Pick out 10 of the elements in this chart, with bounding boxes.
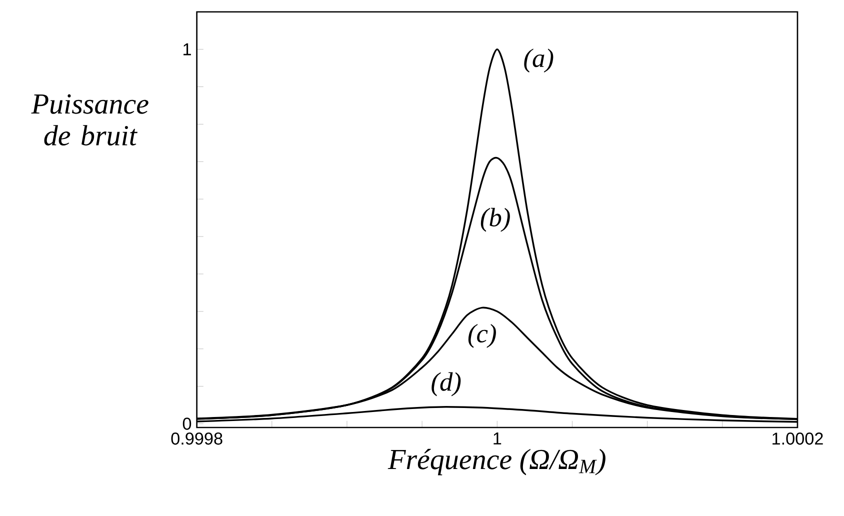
y-axis-title: Puissance de bruit (31, 94, 148, 146)
y-tick-label: 0 (182, 418, 192, 430)
x-axis-title: Fréquence (Ω/Ω$_{M}$) (388, 449, 606, 476)
series-label: (c) (468, 324, 496, 348)
x-tick-label: 1.0002 (772, 432, 823, 445)
series-label: (d) (432, 372, 461, 396)
series-label: (b) (480, 208, 510, 232)
series-label: (a) (524, 48, 554, 73)
x-tick-label: 1 (494, 432, 502, 445)
x-tick-label: 0.9998 (171, 432, 222, 445)
